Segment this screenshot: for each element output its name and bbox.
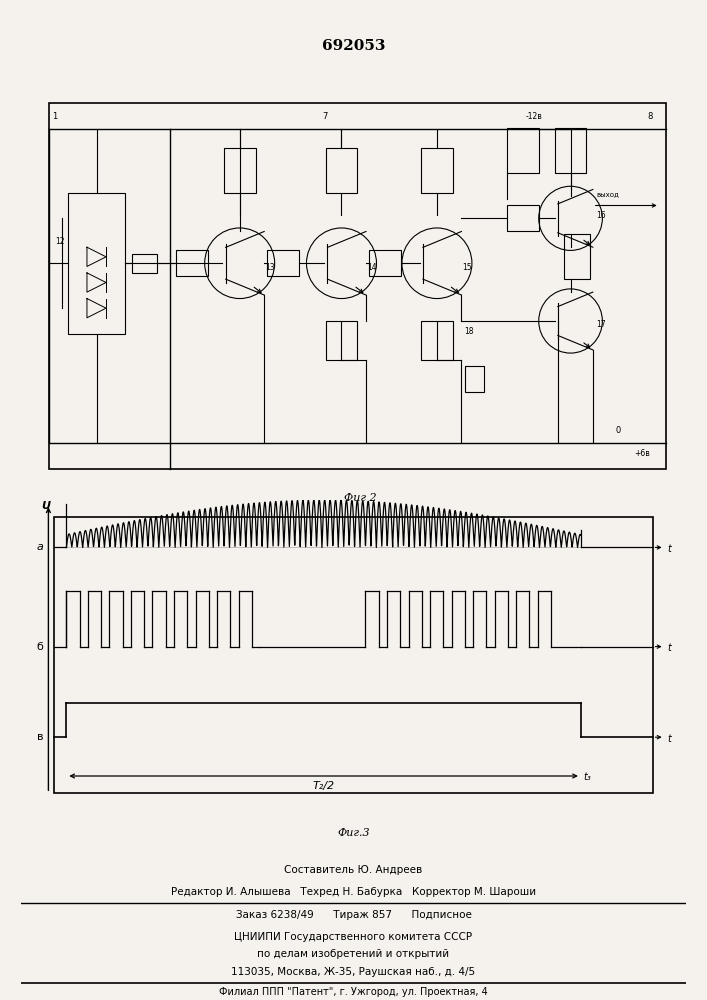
Text: -12в: -12в: [526, 112, 543, 121]
Bar: [54, 517, 653, 793]
Text: a: a: [37, 542, 44, 552]
Text: выход: выход: [596, 191, 619, 197]
Text: t₃: t₃: [584, 772, 592, 782]
Bar: [507, 206, 539, 231]
Text: 16: 16: [596, 211, 606, 220]
Text: по делам изобретений и открытий: по делам изобретений и открытий: [257, 949, 450, 959]
Text: 15: 15: [462, 263, 472, 272]
Text: ЦНИИПИ Государственного комитета СССР: ЦНИИПИ Государственного комитета СССР: [235, 932, 472, 942]
Bar: [267, 250, 299, 276]
Text: Заказ 6238/49      Тираж 857      Подписное: Заказ 6238/49 Тираж 857 Подписное: [235, 910, 472, 920]
Text: б: б: [37, 642, 44, 652]
Text: U: U: [41, 501, 50, 511]
Bar: [421, 321, 453, 360]
Bar: [554, 128, 587, 173]
Text: Редактор И. Алышева   Техред Н. Бабурка   Корректор М. Шароши: Редактор И. Алышева Техред Н. Бабурка Ко…: [171, 887, 536, 897]
Text: 17: 17: [596, 320, 606, 329]
Text: 1: 1: [52, 112, 57, 121]
Bar: [507, 128, 539, 173]
Bar: [421, 148, 453, 193]
Text: 692053: 692053: [322, 38, 385, 52]
Text: t: t: [667, 734, 672, 744]
Text: T₂/2: T₂/2: [312, 781, 334, 791]
Text: Составитель Ю. Андреев: Составитель Ю. Андреев: [284, 865, 423, 875]
Bar: [326, 148, 358, 193]
Text: 12: 12: [55, 237, 64, 246]
Text: t: t: [667, 544, 672, 554]
Bar: [68, 193, 125, 334]
Text: t: t: [667, 643, 672, 653]
Text: Фиг.3: Фиг.3: [337, 828, 370, 838]
Text: 0: 0: [615, 426, 620, 435]
Bar: [326, 321, 358, 360]
Text: в: в: [37, 732, 44, 742]
Bar: [464, 366, 484, 392]
Text: 8: 8: [647, 112, 653, 121]
Text: 14: 14: [367, 263, 377, 272]
Bar: [224, 148, 256, 193]
Text: +6в: +6в: [634, 449, 650, 458]
Bar: [132, 254, 157, 273]
Text: 7: 7: [322, 112, 328, 121]
Bar: [176, 250, 208, 276]
Text: 18: 18: [464, 327, 474, 336]
Text: 113035, Москва, Ж-35, Раушская наб., д. 4/5: 113035, Москва, Ж-35, Раушская наб., д. …: [231, 967, 476, 977]
Text: 13: 13: [265, 263, 275, 272]
Text: Филиал ППП "Патент", г. Ужгород, ул. Проектная, 4: Филиал ППП "Патент", г. Ужгород, ул. Про…: [219, 987, 488, 997]
Bar: [564, 234, 590, 279]
Text: Фиг 2: Фиг 2: [344, 493, 377, 503]
Bar: [369, 250, 401, 276]
